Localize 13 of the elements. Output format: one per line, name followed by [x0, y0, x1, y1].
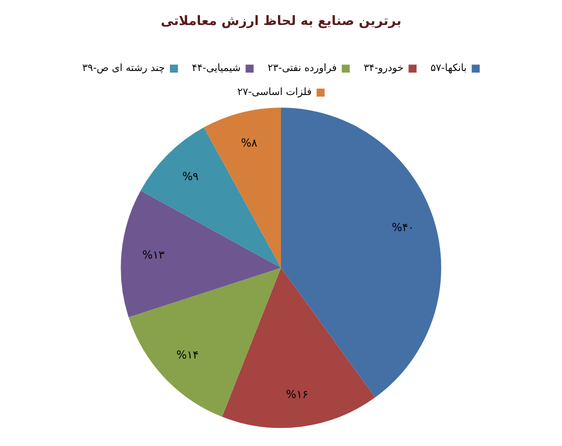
legend-label: بانکها-۵۷ [430, 63, 467, 74]
data-label: %۱۶ [286, 388, 308, 401]
legend-label: خودرو-۳۴ [364, 63, 404, 74]
data-label: %۸ [240, 136, 258, 150]
data-label: %۱۳ [142, 248, 165, 262]
data-label: %۹ [182, 170, 199, 184]
chart-title: برترین صنایع به لحاظ ارزش معاملاتی [160, 14, 402, 30]
data-label: %۴۰ [392, 221, 414, 234]
legend-label: شیمیایی-۴۴ [192, 63, 241, 74]
legend-label: فراورده نفتی-۲۳ [268, 63, 337, 74]
legend-label: فلزات اساسی-۲۷ [237, 87, 312, 98]
data-label: %۱۴ [176, 348, 199, 362]
legend-label: چند رشته ای ص-۳۹ [82, 63, 165, 74]
